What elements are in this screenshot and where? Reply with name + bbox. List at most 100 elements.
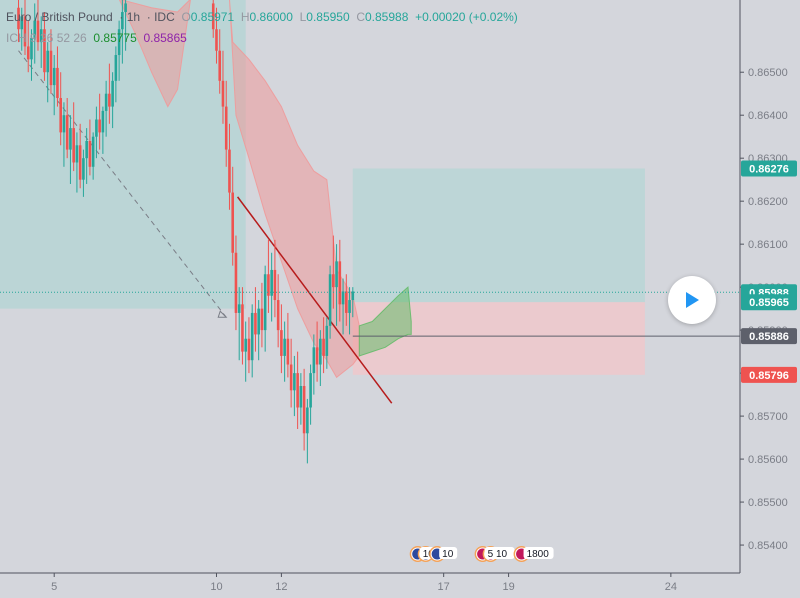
candle-body (351, 291, 355, 301)
candle-body (335, 261, 338, 288)
ichimoku-cloud-bearish (118, 0, 360, 379)
candle-body (30, 37, 33, 60)
legend: Euro / British Pound · 1h · IDC O0.85971… (6, 10, 518, 45)
candle-body (98, 119, 101, 133)
candle-body (91, 136, 95, 167)
price-tick-label: 0.86400 (748, 110, 788, 122)
time-tick-label: 19 (502, 581, 514, 593)
candle-body (215, 29, 218, 51)
long-position-profit-zone (352, 168, 645, 303)
legend-symbol[interactable]: Euro / British Pound (6, 10, 113, 24)
play-icon (686, 292, 699, 308)
time-tick-label: 17 (438, 581, 450, 593)
candle-body (104, 93, 108, 111)
price-tick-label: 0.86200 (748, 196, 788, 208)
candle-body (267, 274, 270, 296)
candle-body (341, 291, 345, 305)
legend-row-indicator: ICH 9 26 52 26 0.85775 0.85865 (6, 31, 518, 45)
candle-body (72, 128, 75, 163)
candle-body (231, 192, 235, 253)
price-tick-label: 0.86100 (748, 239, 788, 251)
candle-body (33, 20, 37, 38)
candle-body (302, 386, 306, 434)
candle-body (46, 50, 50, 73)
legend-indicator[interactable]: ICH 9 26 52 26 (6, 31, 87, 45)
candle-body (289, 364, 293, 391)
price-tick-label: 0.85600 (748, 454, 788, 466)
play-button[interactable] (668, 276, 716, 324)
candle-body (62, 115, 66, 133)
legend-ichimoku-a: 0.85775 (93, 31, 137, 45)
candle-body (114, 55, 118, 81)
legend-close-label: C (356, 10, 365, 24)
candle-body (117, 29, 121, 56)
candle-body (121, 12, 124, 30)
candle-body (218, 50, 222, 81)
price-tick-label: 0.86500 (748, 67, 788, 79)
candle-body (101, 110, 105, 133)
legend-interval: 1h (126, 10, 141, 24)
time-tick-label: 5 (51, 581, 57, 593)
candle-body (234, 252, 238, 313)
price-badge-stop (741, 366, 797, 383)
candle-body (228, 149, 231, 193)
time-axis[interactable]: 5 10 12 17 19 24 (0, 572, 740, 593)
legend-high: 0.86000 (249, 10, 293, 24)
legend-high-label: H (240, 10, 250, 24)
candles (17, 0, 355, 464)
candle-body (276, 300, 280, 331)
candle-body (345, 291, 348, 313)
candle-body (328, 274, 332, 326)
event-label-bg (523, 547, 554, 559)
candle-body (78, 145, 82, 180)
legend-row-ohlc: Euro / British Pound · 1h · IDC O0.85971… (6, 10, 518, 24)
price-tick-label: 0.85500 (748, 497, 788, 509)
candle-body (244, 338, 247, 352)
legend-change: +0.00020 (+0.02%) (415, 10, 518, 24)
candle-body (296, 373, 299, 408)
legend-open: 0.85971 (190, 10, 235, 24)
candle-body (315, 347, 319, 365)
price-tick-label: 0.85400 (748, 540, 788, 552)
candle-body (82, 158, 85, 180)
candle-body (250, 312, 254, 361)
dashed-line-arrowhead (217, 310, 228, 318)
candle-body (263, 274, 267, 331)
candle-body (257, 308, 260, 335)
ichimoku-cloud (118, 0, 412, 379)
candle-body (23, 16, 27, 47)
candle-body (108, 93, 111, 107)
candle-body (237, 304, 241, 313)
candle-body (211, 3, 215, 30)
candle-body (39, 29, 43, 43)
candle-body (75, 145, 79, 163)
candle-body (43, 29, 46, 73)
event-label: 10 (442, 549, 454, 560)
event-label-bg (484, 547, 515, 559)
candle-body (312, 347, 316, 374)
candle-body (221, 80, 225, 107)
price-lines (0, 291, 740, 337)
price-badge-entry (741, 294, 797, 311)
legend-low-label: L (299, 10, 307, 24)
candle-body (56, 67, 59, 99)
candle-body (95, 119, 98, 137)
candle-body (325, 325, 329, 356)
candle-body (286, 338, 290, 365)
price-badge-label-entry: 0.85965 (749, 297, 789, 309)
legend-ichimoku-b: 0.85865 (143, 31, 187, 45)
candle-body (69, 128, 72, 150)
candle-body (65, 115, 69, 150)
time-tick-label: 12 (275, 581, 287, 593)
price-tick-label: 0.85700 (748, 411, 788, 423)
legend-low: 0.85950 (306, 10, 350, 24)
price-badge-label-target: 0.86276 (749, 164, 789, 176)
candle-body (322, 338, 325, 356)
event-label: 1800 (527, 549, 550, 560)
candle-body (36, 20, 40, 43)
candle-body (88, 140, 92, 167)
candle-body (52, 67, 56, 86)
price-badge-cursor (741, 328, 797, 345)
